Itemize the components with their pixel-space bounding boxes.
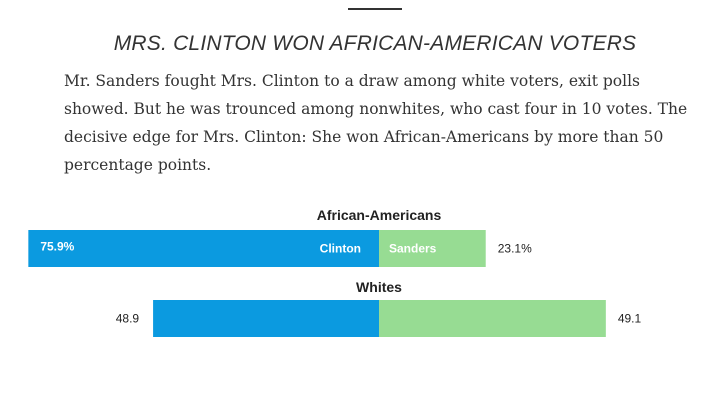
top-rule — [348, 8, 402, 10]
description: Mr. Sanders fought Mrs. Clinton to a dra… — [64, 72, 688, 174]
group-label-whites: Whites — [356, 279, 402, 295]
headline: MRS. CLINTON WON AFRICAN-AMERICAN VOTERS — [113, 32, 637, 55]
value-label-sanders-whites: 49.1 — [618, 312, 642, 326]
bar-clinton-whites — [153, 300, 379, 337]
value-label-clinton-african-americans: 75.9% — [40, 240, 74, 254]
vote-share-chart: African-Americans 75.9% Clinton Sanders 23.1… — [28, 207, 642, 337]
value-label-clinton-whites: 48.9 — [116, 312, 140, 326]
series-label-clinton: Clinton — [320, 242, 361, 256]
group-label-african-americans: African-Americans — [317, 207, 442, 223]
bar-sanders-whites — [379, 300, 606, 337]
bar-sanders-african-americans — [379, 230, 486, 267]
bar-clinton-african-americans — [28, 230, 379, 267]
value-label-sanders-african-americans: 23.1% — [498, 242, 532, 256]
series-label-sanders: Sanders — [389, 242, 437, 256]
